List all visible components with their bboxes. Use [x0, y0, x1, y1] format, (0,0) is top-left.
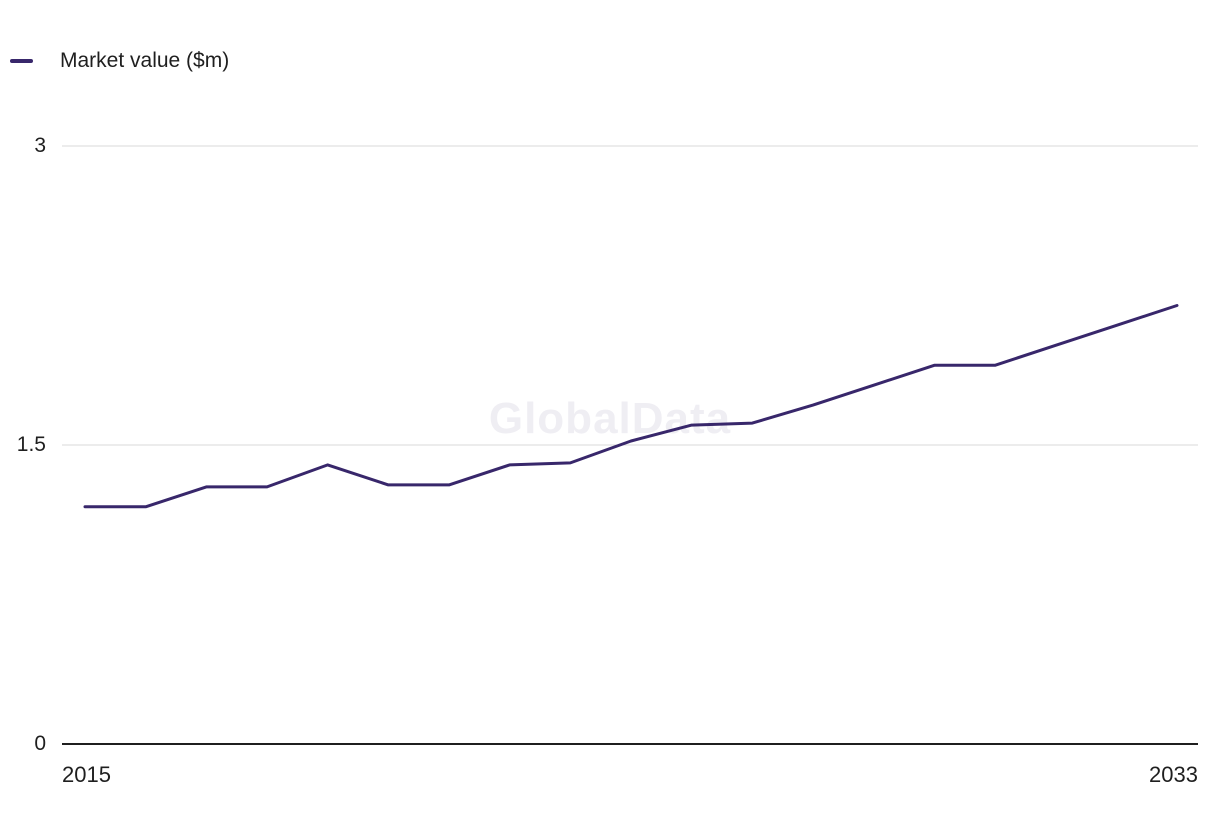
legend-line-swatch-icon: [10, 59, 33, 63]
legend: Market value ($m): [10, 48, 229, 74]
x-axis-tick-label-start: 2015: [62, 762, 111, 787]
y-axis-tick-label-3: 3: [34, 134, 46, 157]
legend-label: Market value ($m): [60, 49, 230, 72]
y-axis-tick-label-1-5: 1.5: [16, 433, 46, 456]
watermark: GlobalData: [488, 394, 732, 443]
y-axis-tick-label-0: 0: [34, 732, 46, 755]
x-axis-tick-label-end: 2033: [1149, 762, 1198, 787]
